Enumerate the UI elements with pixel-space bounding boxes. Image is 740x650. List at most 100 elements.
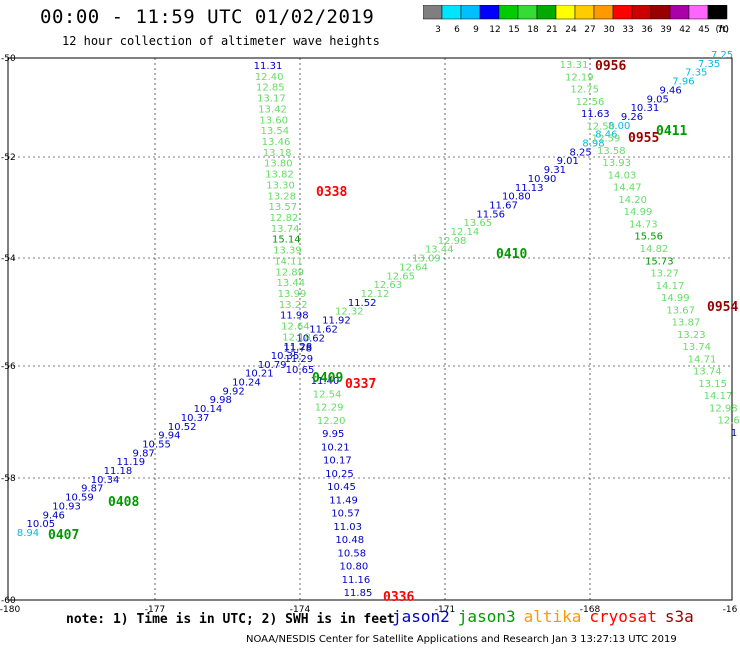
pass-time-label: 0409: [312, 371, 343, 386]
wave-height-value: 12.29: [315, 403, 344, 414]
legend-cryosat: cryosat: [589, 607, 657, 626]
colorbar-unit: (ft): [715, 25, 729, 35]
wave-height-value: 12.64: [281, 322, 310, 333]
wave-height-value: 11.18: [104, 466, 133, 477]
wave-height-value: 13.42: [258, 104, 287, 115]
wave-height-value: 10.79: [258, 360, 287, 371]
latitude-label: -52: [1, 153, 16, 163]
pass-time-label: 0338: [316, 185, 347, 200]
wave-height-value: 12.59: [592, 134, 621, 145]
wave-height-value: 9.94: [158, 431, 180, 442]
wave-height-value: 10.37: [181, 413, 210, 424]
pass-time-label: 0407: [48, 528, 79, 543]
wave-height-value: 8.98: [582, 139, 604, 150]
latitude-label: -50: [1, 54, 16, 64]
colorbar-label: 45: [698, 25, 709, 35]
pass-time-label: 0408: [108, 495, 139, 510]
wave-height-value: 13.30: [266, 180, 295, 191]
wave-height-value: 13.28: [267, 191, 296, 202]
wave-height-value: 11.52: [348, 298, 377, 309]
wave-height-value: 10.21: [245, 369, 274, 380]
satellite-legend: jason2 jason3 altika cryosat s3a: [392, 607, 702, 626]
latitude-label: -54: [1, 254, 16, 264]
pass-time-label: 0411: [656, 124, 687, 139]
wave-height-value: 10.58: [337, 548, 366, 559]
wave-height-value: 13.39: [273, 246, 302, 257]
latitude-label: -56: [1, 362, 16, 372]
pass-time-label: 0336: [383, 590, 414, 605]
wave-height-value: 12.75: [570, 85, 599, 96]
wave-height-value: 14.17: [656, 281, 685, 292]
colorbar-label: 70: [717, 25, 729, 35]
longitude-label: -180: [0, 605, 20, 615]
wave-height-value: 12.65: [386, 271, 415, 282]
wave-height-value: 13.22: [279, 300, 308, 311]
wave-height-value: 10.14: [194, 404, 223, 415]
legend-jason3: jason3: [457, 607, 516, 626]
colorbar-swatch: [707, 5, 728, 20]
wave-height-value: 14.99: [624, 207, 653, 218]
footer-credit: NOAA/NESDIS Center for Satellite Applica…: [246, 634, 677, 645]
pass-time-label: 0954: [707, 300, 738, 315]
wave-height-value: 12.56: [576, 97, 605, 108]
wave-height-value: 12.85: [256, 83, 285, 94]
wave-height-value: 11.62: [309, 324, 338, 335]
wave-height-value: 9.95: [322, 429, 344, 440]
wave-height-value: 13.31: [560, 60, 589, 71]
wave-height-value: 10.34: [91, 475, 120, 486]
wave-height-value: 10.52: [168, 422, 197, 433]
wave-height-value: 1: [731, 428, 737, 439]
colorbar-label: 21: [546, 25, 557, 35]
wave-height-value: 10.90: [528, 174, 557, 185]
longitude-label: -177: [145, 605, 165, 615]
wave-height-value: 15.73: [645, 256, 674, 267]
wave-height-value: 8.25: [569, 147, 591, 158]
wave-height-value: 12.19: [565, 72, 594, 83]
latitude-label: -58: [1, 474, 16, 484]
wave-height-value: 14.03: [608, 170, 637, 181]
wave-height-value: 10.45: [327, 482, 356, 493]
longitude-label: -171: [435, 605, 455, 615]
wave-height-value: 13.74: [682, 342, 711, 353]
legend-s3a: s3a: [664, 607, 694, 626]
wave-height-value: 12.50: [586, 121, 615, 132]
wave-height-value: 12.40: [255, 72, 284, 83]
colorbar-label: 27: [584, 25, 595, 35]
wave-height-value: 10.59: [65, 493, 94, 504]
wave-height-value: 10.24: [232, 378, 261, 389]
wave-height-value: 13.54: [261, 126, 290, 137]
wave-height-value: 9.87: [81, 484, 103, 495]
wave-height-value: 10.80: [502, 192, 531, 203]
wave-height-value: 11.63: [581, 109, 610, 120]
wave-height-value: 11.56: [476, 209, 505, 220]
latitude-label: -60: [1, 596, 16, 606]
wave-height-value: 12.98: [709, 403, 738, 414]
wave-height-value: 13.65: [463, 218, 492, 229]
wave-height-value: 12.12: [361, 289, 390, 300]
wave-height-value: 13.93: [602, 158, 631, 169]
wave-height-value: 14.11: [274, 256, 303, 267]
wave-height-value: 8.46: [595, 130, 617, 141]
wave-height-value: 11.98: [280, 311, 309, 322]
colorbar-label: 3: [435, 25, 441, 35]
wave-height-value: 11.85: [344, 588, 373, 599]
wave-height-value: 11.13: [515, 183, 544, 194]
wave-height-value: 11.67: [489, 200, 518, 211]
wave-height-value: 14.47: [613, 183, 642, 194]
wave-height-value: 9.87: [133, 448, 155, 459]
wave-height-value: 12.32: [335, 307, 364, 318]
wave-height-value: 11.03: [333, 522, 362, 533]
wave-height-value: 10.62: [296, 333, 325, 344]
wave-height-value: 13.74: [271, 224, 300, 235]
wave-height-value: 13.60: [259, 115, 288, 126]
wave-height-value: 12.63: [374, 280, 403, 291]
wave-height-value: 14.20: [618, 195, 647, 206]
map-subtitle: 12 hour collection of altimeter wave hei…: [62, 34, 380, 48]
wave-height-value: 13.46: [262, 137, 291, 148]
wave-height-value: 9.31: [544, 165, 566, 176]
wave-height-value: 7.25: [711, 50, 733, 61]
wave-height-value: 12.6: [718, 416, 740, 427]
wave-height-value: 12.18: [282, 332, 311, 343]
wave-height-value: 13.58: [597, 146, 626, 157]
